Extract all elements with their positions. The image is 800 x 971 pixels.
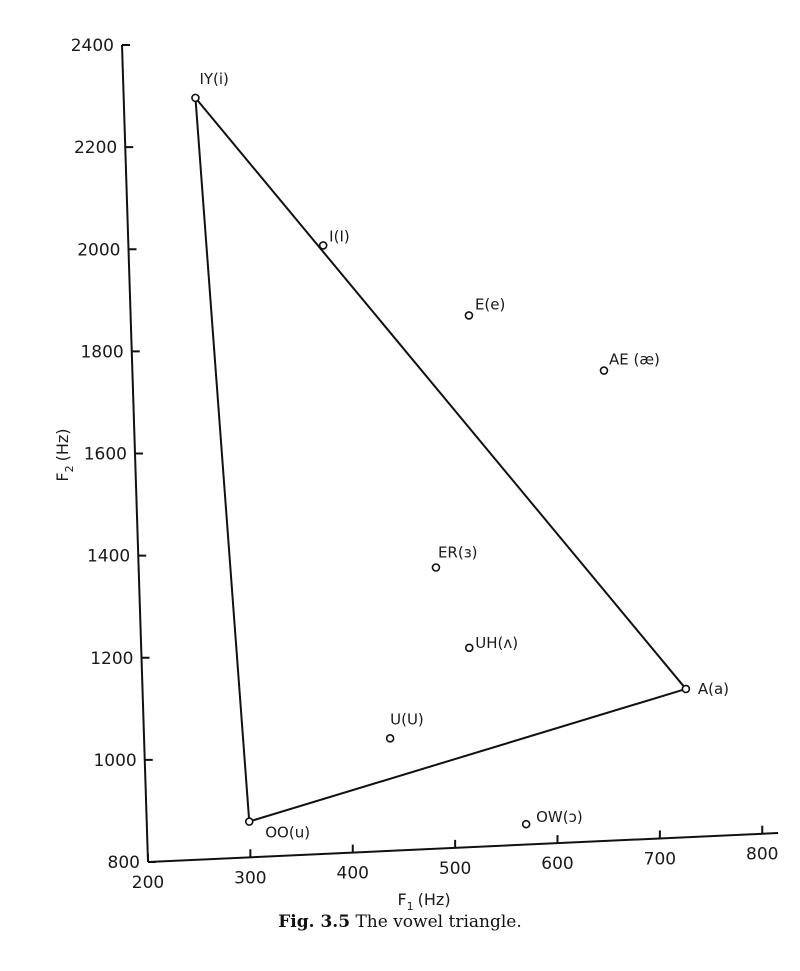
point-ae (599, 366, 609, 375)
point-a-a (681, 684, 691, 694)
x-tick-label: 600 (541, 854, 573, 874)
point-label-uh: UH(ʌ) (475, 634, 518, 652)
point-label-iy-i: IY(i) (199, 70, 228, 88)
x-tick-label: 700 (644, 849, 676, 869)
y-tick-label: 800 (108, 853, 140, 873)
y-tick-label: 1600 (84, 445, 127, 465)
vowel-triangle-polygon (194, 96, 687, 823)
x-tick-label: 300 (234, 868, 266, 888)
figure-caption: Fig. 3.5 The vowel triangle. (0, 912, 800, 932)
y-tick-label: 1000 (93, 751, 136, 771)
axes (121, 44, 779, 863)
y-axis-ticks: 800 1000 1200 1400 1600 1800 2000 2200 2400 (71, 36, 156, 873)
point-uh (464, 643, 474, 653)
point-oo-u (244, 817, 254, 826)
point-label-oo-u: OO(u) (265, 824, 310, 842)
point-label-ae: AE (æ) (609, 351, 660, 369)
y-tick-label: 1800 (80, 342, 123, 362)
x-axis-ticks: 200 300 400 500 600 700 800 (132, 825, 778, 893)
x-tick-label: 400 (337, 864, 369, 884)
x-axis-line (147, 832, 779, 863)
point-i-i (318, 241, 328, 250)
point-label-er: ER(ɜ) (438, 543, 478, 561)
figure-number: Fig. 3.5 (278, 912, 351, 932)
y-tick-label: 2400 (71, 36, 114, 56)
x-tick-label: 800 (746, 845, 778, 865)
point-label-u-u: U(U) (390, 710, 424, 728)
x-tick-label: 200 (132, 873, 164, 893)
y-tick-label: 1200 (90, 649, 133, 669)
point-label-a-a: A(a) (698, 680, 729, 698)
x-axis-label: F1 (Hz) (397, 890, 450, 913)
y-tick-label: 1400 (87, 547, 130, 567)
point-iy-i (191, 93, 200, 103)
y-tick-label: 2000 (77, 240, 120, 260)
point-label-e-e: E(e) (475, 295, 505, 313)
y-tick-label: 2200 (74, 138, 117, 158)
y-axis-label: F2(Hz) (53, 428, 76, 481)
point-er (431, 563, 441, 572)
point-u-u (385, 734, 395, 743)
data-points: IY(i) I(I) E(e) AE (æ) ER(ɜ) UH(ʌ) U(U) A(a) OO(… (191, 70, 729, 842)
figure-caption-text: The vowel triangle. (355, 912, 522, 932)
point-ow (521, 819, 531, 829)
x-tick-label: 500 (439, 859, 471, 879)
point-label-i-i: I(I) (329, 227, 350, 245)
point-label-ow: OW(ɔ) (536, 808, 583, 826)
point-e-e (464, 311, 474, 320)
